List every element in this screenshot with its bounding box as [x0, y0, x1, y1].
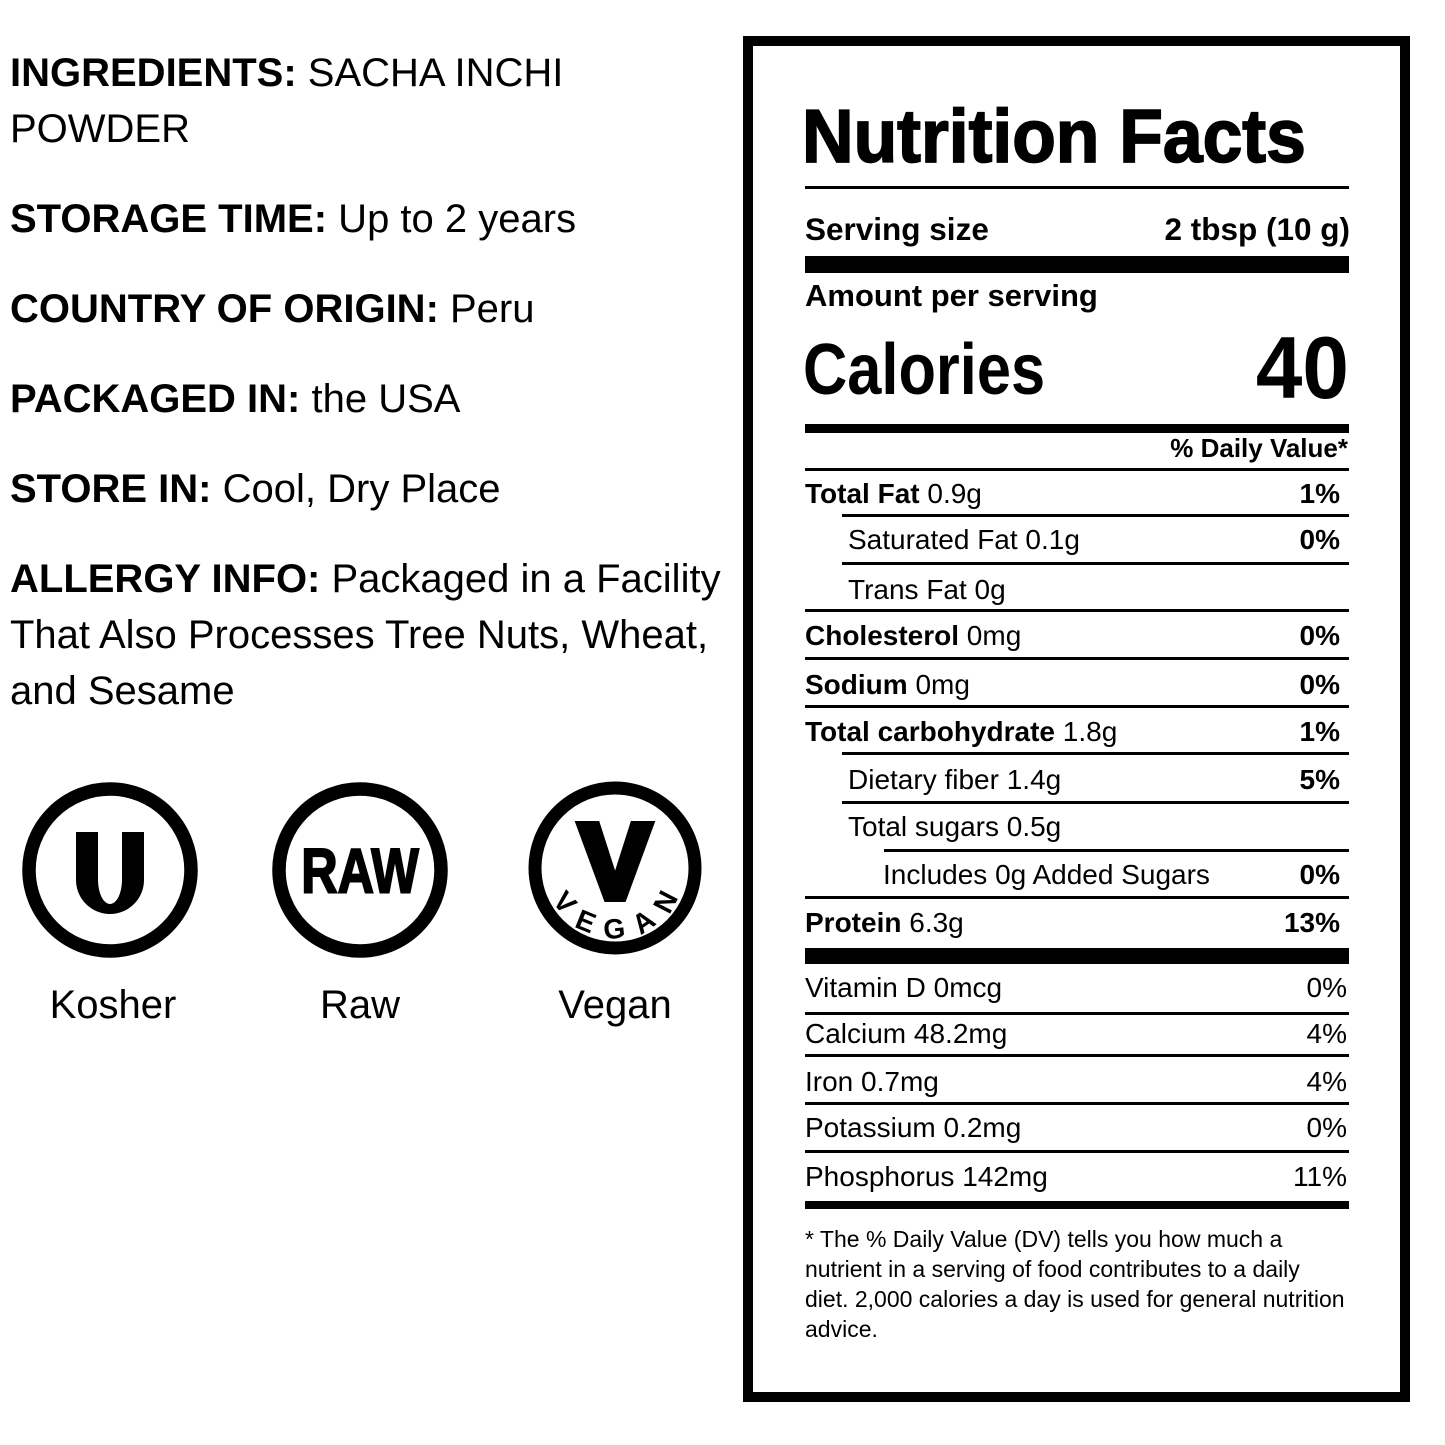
- svg-text:RAW: RAW: [301, 836, 419, 907]
- svg-text:V: V: [580, 803, 651, 921]
